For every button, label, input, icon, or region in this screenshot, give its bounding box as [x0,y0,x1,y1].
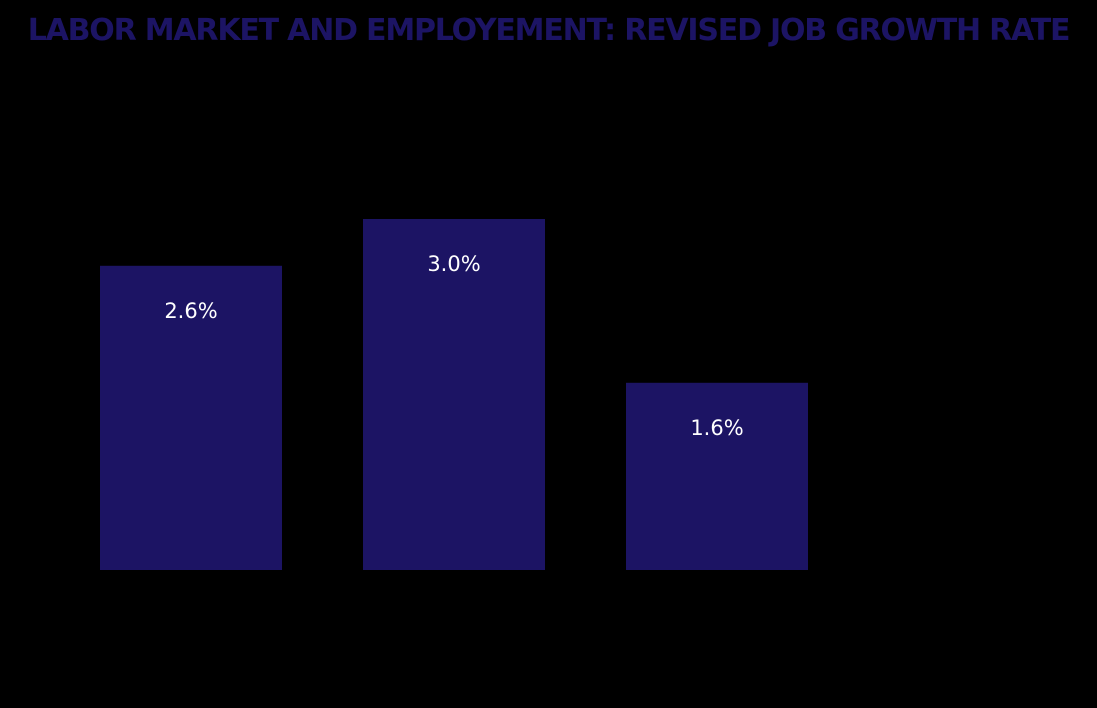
data-labels-group: 2.6% 3.0% 1.6% [164,252,743,440]
bar-value-label-2: 3.0% [427,252,480,276]
bar-value-label-1: 2.6% [164,299,217,323]
bars-group [100,219,808,570]
bar-value-label-3: 1.6% [690,416,743,440]
bar-2 [363,219,545,570]
bar-1 [100,265,282,570]
chart-title: LABOR MARKET AND EMPLOYEMENT: REVISED JO… [27,13,1071,48]
bar-3 [626,382,808,570]
